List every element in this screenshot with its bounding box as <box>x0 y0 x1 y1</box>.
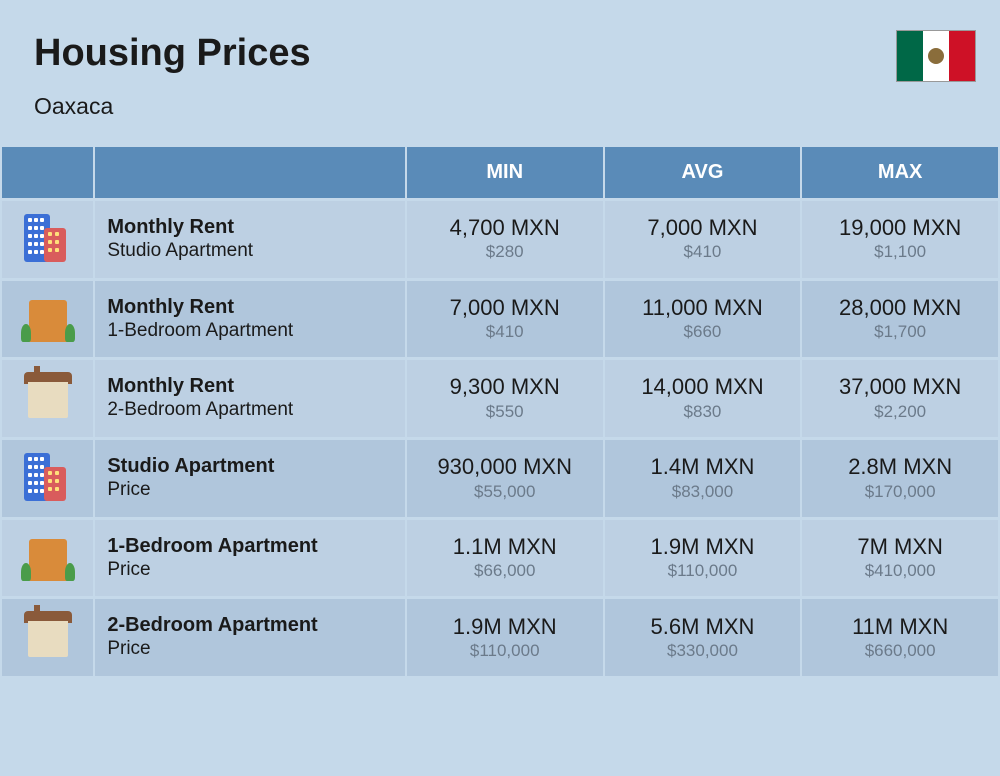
buildings-icon <box>2 440 93 517</box>
house-icon <box>2 360 93 437</box>
header-empty-icon <box>2 147 93 198</box>
row-label: 2-Bedroom ApartmentPrice <box>95 599 404 676</box>
table-row: 2-Bedroom ApartmentPrice1.9M MXN$110,000… <box>2 599 998 676</box>
value-usd: $660 <box>605 321 801 343</box>
value-mxn: 2.8M MXN <box>802 454 998 480</box>
value-usd: $83,000 <box>605 481 801 503</box>
col-min: MIN <box>407 147 603 198</box>
avg-value: 1.9M MXN$110,000 <box>605 520 801 597</box>
table-row: Monthly RentStudio Apartment4,700 MXN$28… <box>2 201 998 278</box>
value-mxn: 28,000 MXN <box>802 295 998 321</box>
value-mxn: 930,000 MXN <box>407 454 603 480</box>
value-usd: $660,000 <box>802 640 998 662</box>
row-label: 1-Bedroom ApartmentPrice <box>95 520 404 597</box>
value-mxn: 5.6M MXN <box>605 614 801 640</box>
mexico-flag-icon <box>896 30 976 82</box>
max-value: 7M MXN$410,000 <box>802 520 998 597</box>
min-value: 930,000 MXN$55,000 <box>407 440 603 517</box>
page-title: Housing Prices <box>34 32 966 75</box>
value-mxn: 9,300 MXN <box>407 374 603 400</box>
apartment-icon <box>2 281 93 358</box>
value-mxn: 1.1M MXN <box>407 534 603 560</box>
value-mxn: 1.4M MXN <box>605 454 801 480</box>
row-label-sub: Studio Apartment <box>107 239 396 264</box>
col-avg: AVG <box>605 147 801 198</box>
value-usd: $55,000 <box>407 481 603 503</box>
row-label: Monthly Rent2-Bedroom Apartment <box>95 360 404 437</box>
table-row: 1-Bedroom ApartmentPrice1.1M MXN$66,0001… <box>2 520 998 597</box>
max-value: 2.8M MXN$170,000 <box>802 440 998 517</box>
value-usd: $550 <box>407 401 603 423</box>
min-value: 9,300 MXN$550 <box>407 360 603 437</box>
table-row: Monthly Rent1-Bedroom Apartment7,000 MXN… <box>2 281 998 358</box>
row-label-bold: 2-Bedroom Apartment <box>107 613 396 637</box>
value-usd: $330,000 <box>605 640 801 662</box>
value-mxn: 11M MXN <box>802 614 998 640</box>
max-value: 28,000 MXN$1,700 <box>802 281 998 358</box>
pricing-table: MIN AVG MAX Monthly RentStudio Apartment… <box>0 144 1000 679</box>
col-max: MAX <box>802 147 998 198</box>
row-label-sub: Price <box>107 637 396 662</box>
row-label-bold: Monthly Rent <box>107 295 396 319</box>
value-mxn: 37,000 MXN <box>802 374 998 400</box>
value-usd: $170,000 <box>802 481 998 503</box>
page: Housing Prices Oaxaca MIN AVG MAX Monthl… <box>0 0 1000 776</box>
min-value: 4,700 MXN$280 <box>407 201 603 278</box>
row-label-sub: Price <box>107 558 396 583</box>
buildings-icon <box>2 201 93 278</box>
min-value: 1.9M MXN$110,000 <box>407 599 603 676</box>
value-mxn: 7,000 MXN <box>605 215 801 241</box>
table-row: Monthly Rent2-Bedroom Apartment9,300 MXN… <box>2 360 998 437</box>
avg-value: 1.4M MXN$83,000 <box>605 440 801 517</box>
value-usd: $110,000 <box>605 560 801 582</box>
value-mxn: 7M MXN <box>802 534 998 560</box>
max-value: 37,000 MXN$2,200 <box>802 360 998 437</box>
row-label: Monthly Rent1-Bedroom Apartment <box>95 281 404 358</box>
max-value: 19,000 MXN$1,100 <box>802 201 998 278</box>
row-label-bold: Monthly Rent <box>107 374 396 398</box>
apartment-icon <box>2 520 93 597</box>
house-icon <box>2 599 93 676</box>
value-mxn: 14,000 MXN <box>605 374 801 400</box>
row-label: Monthly RentStudio Apartment <box>95 201 404 278</box>
row-label-sub: 1-Bedroom Apartment <box>107 319 396 344</box>
value-mxn: 1.9M MXN <box>605 534 801 560</box>
value-usd: $1,700 <box>802 321 998 343</box>
avg-value: 14,000 MXN$830 <box>605 360 801 437</box>
row-label: Studio ApartmentPrice <box>95 440 404 517</box>
header: Housing Prices Oaxaca <box>0 0 1000 144</box>
min-value: 1.1M MXN$66,000 <box>407 520 603 597</box>
value-mxn: 7,000 MXN <box>407 295 603 321</box>
value-mxn: 4,700 MXN <box>407 215 603 241</box>
value-usd: $2,200 <box>802 401 998 423</box>
min-value: 7,000 MXN$410 <box>407 281 603 358</box>
value-usd: $830 <box>605 401 801 423</box>
table-header-row: MIN AVG MAX <box>2 147 998 198</box>
header-empty-label <box>95 147 404 198</box>
row-label-bold: Studio Apartment <box>107 454 396 478</box>
value-usd: $110,000 <box>407 640 603 662</box>
page-subtitle: Oaxaca <box>34 93 966 120</box>
avg-value: 11,000 MXN$660 <box>605 281 801 358</box>
value-mxn: 11,000 MXN <box>605 295 801 321</box>
value-usd: $410 <box>605 241 801 263</box>
row-label-sub: Price <box>107 478 396 503</box>
row-label-sub: 2-Bedroom Apartment <box>107 398 396 423</box>
value-usd: $410 <box>407 321 603 343</box>
value-usd: $1,100 <box>802 241 998 263</box>
row-label-bold: Monthly Rent <box>107 215 396 239</box>
value-usd: $66,000 <box>407 560 603 582</box>
table-row: Studio ApartmentPrice930,000 MXN$55,0001… <box>2 440 998 517</box>
avg-value: 5.6M MXN$330,000 <box>605 599 801 676</box>
value-usd: $280 <box>407 241 603 263</box>
value-usd: $410,000 <box>802 560 998 582</box>
avg-value: 7,000 MXN$410 <box>605 201 801 278</box>
row-label-bold: 1-Bedroom Apartment <box>107 534 396 558</box>
value-mxn: 19,000 MXN <box>802 215 998 241</box>
max-value: 11M MXN$660,000 <box>802 599 998 676</box>
value-mxn: 1.9M MXN <box>407 614 603 640</box>
